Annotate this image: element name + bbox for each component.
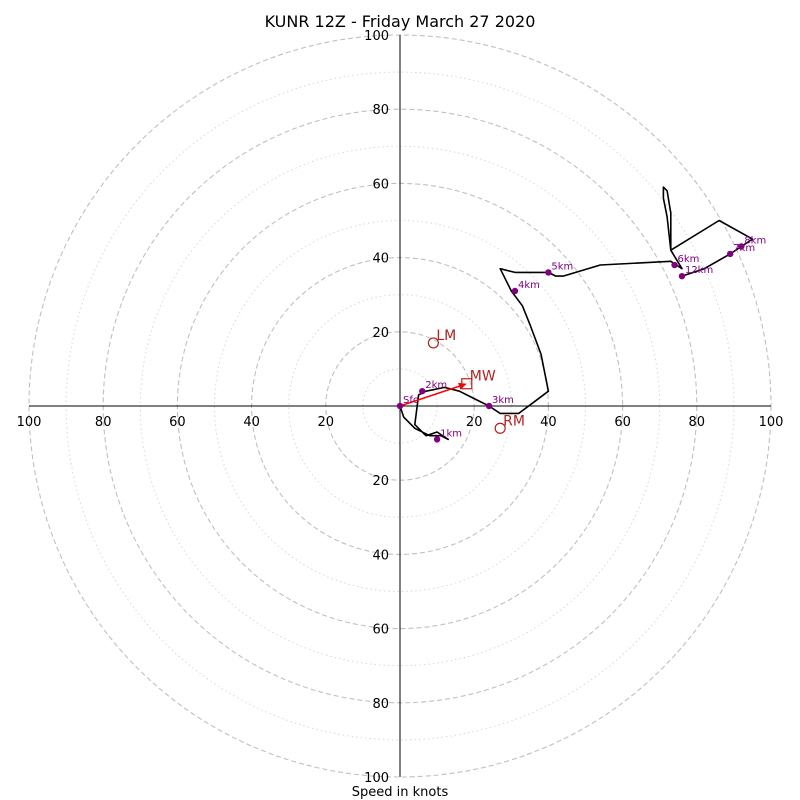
x-tick-label-left-40: 40 (243, 415, 260, 430)
height-label-12km: 12km (685, 265, 713, 276)
motion-marker-lm (427, 337, 439, 349)
x-tick-label-left-100: 100 (17, 415, 42, 430)
height-label-sfc: Sfc (403, 395, 418, 406)
height-point-1km (433, 436, 441, 443)
motion-marker-mw (461, 378, 473, 390)
height-label-5km: 5km (551, 261, 573, 272)
height-label-3km: 3km (492, 395, 514, 406)
x-tick-label-left-60: 60 (169, 415, 186, 430)
height-point-4km (511, 287, 519, 295)
height-point-5km (545, 269, 552, 276)
y-tick-label-bottom-40: 40 (372, 548, 389, 563)
tick-labels: 20 20 20 20 40 40 40 40 60 60 60 60 80 80 80 80 100 100 10… (17, 29, 784, 786)
hodograph-series (399, 186, 754, 441)
height-point-12km (678, 272, 686, 280)
height-point-3km (485, 402, 493, 410)
height-point-7km (726, 250, 734, 258)
y-tick-label-bottom-100: 100 (364, 771, 389, 786)
x-tick-label-right-40: 40 (540, 415, 557, 430)
mean-wind-vector (399, 382, 467, 407)
mean-wind-vector-arrowhead (458, 382, 467, 390)
mean-wind-vector-line (399, 385, 460, 407)
y-tick-label-top-20: 20 (372, 326, 389, 341)
y-tick-label-bottom-20: 20 (372, 474, 389, 489)
chart-title: KUNR 12Z - Friday March 27 2020 (265, 12, 536, 31)
y-tick-label-bottom-60: 60 (372, 623, 389, 638)
height-label-4km: 4km (518, 280, 540, 291)
height-label-1km: 1km (440, 428, 462, 439)
height-label-2km: 2km (425, 380, 447, 391)
y-tick-label-top-40: 40 (372, 252, 389, 267)
height-label-7km: 7km (733, 243, 755, 254)
x-tick-label-right-80: 80 (689, 415, 706, 430)
height-point-sfc (396, 402, 404, 410)
height-point-8km (738, 243, 745, 250)
motion-label-mw: MW (470, 369, 496, 385)
height-point-2km (419, 387, 426, 395)
x-tick-label-right-20: 20 (466, 415, 483, 430)
motion-label-rm: RM (503, 413, 525, 429)
x-axis-label: Speed in knots (352, 785, 449, 800)
hodograph-line (399, 186, 754, 441)
x-tick-label-left-20: 20 (318, 415, 335, 430)
y-tick-label-top-80: 80 (372, 103, 389, 118)
height-point-6km (671, 261, 678, 269)
motion-label-lm: LM (436, 328, 456, 344)
storm-motion-markers: LM RM MW (427, 328, 525, 434)
y-tick-label-top-60: 60 (372, 177, 389, 192)
motion-marker-rm (494, 422, 506, 434)
x-tick-label-right-100: 100 (759, 415, 784, 430)
x-tick-label-left-80: 80 (95, 415, 112, 430)
y-tick-label-top-100: 100 (364, 29, 389, 44)
y-tick-label-bottom-80: 80 (372, 697, 389, 712)
height-label-6km: 6km (678, 254, 700, 265)
x-tick-label-right-60: 60 (614, 415, 631, 430)
height-label-8km: 8km (744, 235, 766, 246)
